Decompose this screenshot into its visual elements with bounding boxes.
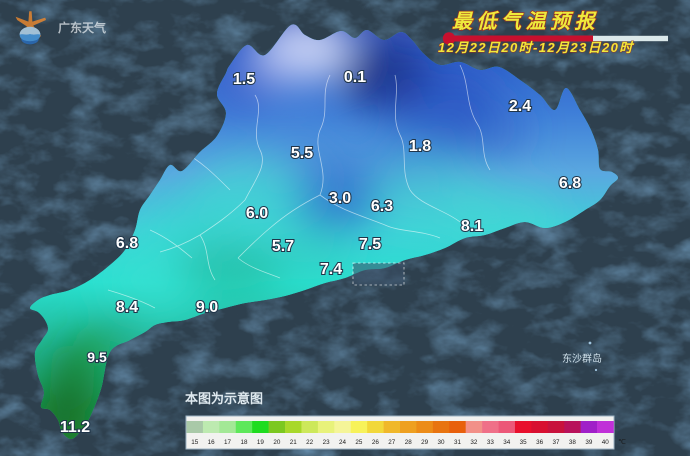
svg-text:19: 19 bbox=[257, 439, 265, 446]
svg-text:31: 31 bbox=[454, 439, 462, 446]
svg-text:36: 36 bbox=[536, 439, 544, 446]
svg-text:29: 29 bbox=[421, 439, 429, 446]
svg-text:20: 20 bbox=[273, 439, 281, 446]
svg-text:6.8: 6.8 bbox=[116, 235, 138, 252]
svg-text:25: 25 bbox=[355, 439, 363, 446]
svg-text:℃: ℃ bbox=[618, 439, 626, 446]
svg-text:38: 38 bbox=[569, 439, 577, 446]
svg-text:33: 33 bbox=[487, 439, 495, 446]
svg-text:26: 26 bbox=[372, 439, 380, 446]
svg-text:1.5: 1.5 bbox=[233, 71, 255, 88]
svg-text:28: 28 bbox=[405, 439, 413, 446]
svg-text:27: 27 bbox=[388, 439, 396, 446]
svg-text:39: 39 bbox=[585, 439, 593, 446]
svg-text:6.0: 6.0 bbox=[246, 205, 268, 222]
svg-text:24: 24 bbox=[339, 439, 347, 446]
svg-text:6.8: 6.8 bbox=[559, 175, 581, 192]
svg-text:8.1: 8.1 bbox=[461, 218, 483, 235]
svg-text:8.4: 8.4 bbox=[116, 299, 138, 316]
svg-text:3.0: 3.0 bbox=[329, 190, 351, 207]
svg-text:11.2: 11.2 bbox=[60, 419, 90, 436]
svg-text:9.5: 9.5 bbox=[87, 349, 107, 365]
svg-text:6.3: 6.3 bbox=[371, 198, 393, 215]
svg-text:35: 35 bbox=[520, 439, 528, 446]
svg-text:40: 40 bbox=[602, 439, 610, 446]
svg-text:21: 21 bbox=[290, 439, 298, 446]
svg-text:2.4: 2.4 bbox=[509, 98, 531, 115]
svg-text:9.0: 9.0 bbox=[196, 299, 218, 316]
svg-text:12月22日20时-12月23日20时: 12月22日20时-12月23日20时 bbox=[438, 40, 634, 55]
svg-text:22: 22 bbox=[306, 439, 314, 446]
svg-text:本图为示意图: 本图为示意图 bbox=[185, 391, 263, 406]
svg-text:最低气温预报: 最低气温预报 bbox=[452, 10, 599, 33]
svg-text:0.1: 0.1 bbox=[344, 69, 366, 86]
svg-text:23: 23 bbox=[323, 439, 331, 446]
svg-text:32: 32 bbox=[470, 439, 478, 446]
svg-text:15: 15 bbox=[191, 439, 199, 446]
svg-text:17: 17 bbox=[224, 439, 232, 446]
svg-text:东沙群岛: 东沙群岛 bbox=[562, 352, 602, 365]
svg-text:34: 34 bbox=[503, 439, 511, 446]
svg-text:7.4: 7.4 bbox=[320, 261, 342, 278]
svg-text:18: 18 bbox=[240, 439, 248, 446]
svg-text:广东天气: 广东天气 bbox=[58, 20, 106, 35]
svg-text:16: 16 bbox=[208, 439, 216, 446]
svg-text:37: 37 bbox=[553, 439, 561, 446]
svg-text:30: 30 bbox=[438, 439, 446, 446]
svg-text:1.8: 1.8 bbox=[409, 138, 431, 155]
svg-text:7.5: 7.5 bbox=[359, 236, 381, 253]
svg-text:5.7: 5.7 bbox=[272, 238, 294, 255]
svg-text:5.5: 5.5 bbox=[291, 145, 313, 162]
